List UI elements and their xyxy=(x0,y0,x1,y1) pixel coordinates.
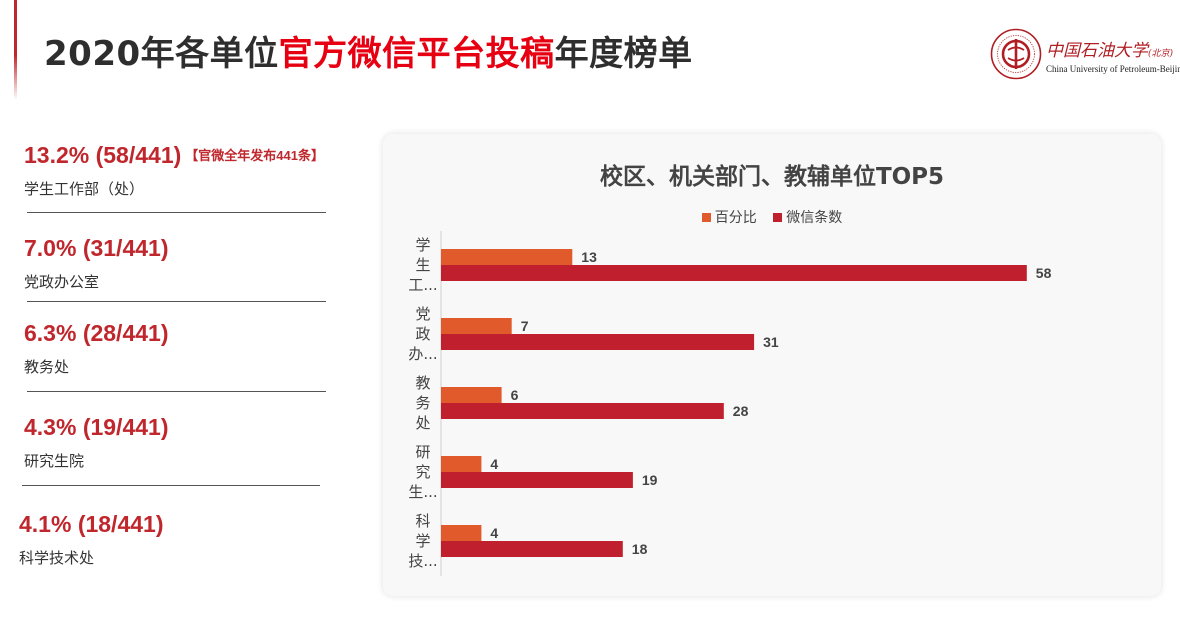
category-label: 务 xyxy=(415,394,430,412)
divider xyxy=(27,301,326,302)
bar-count xyxy=(441,334,755,350)
data-label: 58 xyxy=(1036,265,1052,281)
bar-chart: 1358学生工...731党政办...628教务处419研究生...418科学技… xyxy=(408,231,1052,576)
chart-title: 校区、机关部门、教辅单位TOP5 xyxy=(599,164,945,190)
category-label: 办... xyxy=(408,345,437,363)
stat-item-4: 4.3% (19/441) 研究生院 xyxy=(24,414,168,471)
university-logo: 中国石油大学(北京) China University of Petroleum… xyxy=(990,26,1180,82)
stat-label: 科学技术处 xyxy=(19,549,95,567)
legend-swatch-count xyxy=(773,213,783,222)
stat-item-3: 6.3% (28/441) 教务处 xyxy=(24,320,168,377)
stat-value: 6.3% (28/441) xyxy=(24,320,169,346)
stat-label: 教务处 xyxy=(24,358,70,376)
legend-swatch-percent xyxy=(701,213,711,222)
logo-name-cn: 中国石油大学(北京) xyxy=(1046,36,1173,61)
bar-percent xyxy=(441,387,502,403)
data-label: 28 xyxy=(733,403,749,419)
data-label: 18 xyxy=(632,541,648,557)
legend-label-percent: 百分比 xyxy=(714,210,757,226)
accent-bar xyxy=(14,0,17,100)
chart-card: 校区、机关部门、教辅单位TOP5 百分比 微信条数 13 58 学生工... 7 31 党… xyxy=(383,134,1161,596)
bar-count xyxy=(441,265,1027,281)
divider xyxy=(27,391,326,392)
logo-name-en: China University of Petroleum-Beijing xyxy=(1046,64,1180,74)
stat-value: 4.1% (18/441) xyxy=(19,511,164,537)
legend-item-percent: 百分比 xyxy=(701,207,757,227)
bar-count xyxy=(441,541,623,557)
data-label: 31 xyxy=(763,334,779,350)
stat-label: 党政办公室 xyxy=(24,273,100,291)
stat-note: 【官微全年发布441条】 xyxy=(185,148,324,163)
stat-value: 4.3% (19/441) xyxy=(24,414,169,440)
legend-label-count: 微信条数 xyxy=(786,210,843,226)
bar-percent xyxy=(441,318,512,334)
legend-item-count: 微信条数 xyxy=(773,207,842,227)
bar-percent xyxy=(441,249,573,265)
logo-name-cn-suffix: (北京) xyxy=(1148,49,1174,59)
stat-label: 研究生院 xyxy=(24,452,85,470)
data-label: 7 xyxy=(521,318,529,334)
data-label: 4 xyxy=(490,456,498,472)
stat-value: 13.2% (58/441) 【官微全年发布441条】 xyxy=(24,142,324,169)
stat-value-text: 13.2% (58/441) xyxy=(24,142,182,168)
stat-item-5: 4.1% (18/441) 科学技术处 xyxy=(19,511,163,568)
chart-legend: 百分比 微信条数 xyxy=(383,207,1161,227)
category-label: 生... xyxy=(408,483,437,501)
category-label: 政 xyxy=(415,325,430,343)
category-label: 生 xyxy=(415,256,430,274)
data-label: 13 xyxy=(581,249,597,265)
bar-count xyxy=(441,472,633,488)
category-label: 研 xyxy=(415,443,430,461)
divider xyxy=(22,485,320,486)
stat-item-2: 7.0% (31/441) 党政办公室 xyxy=(24,235,168,292)
bar-percent xyxy=(441,456,482,472)
title-prefix: 2020年各单位 xyxy=(44,34,279,74)
stat-item-1: 13.2% (58/441) 【官微全年发布441条】 学生工作部（处） xyxy=(24,142,324,199)
stat-label: 学生工作部（处） xyxy=(24,180,145,198)
data-label: 6 xyxy=(511,387,519,403)
title-highlight: 官方微信平台投稿 xyxy=(278,34,555,74)
category-label: 党 xyxy=(415,305,430,323)
logo-name-cn-text: 中国石油大学 xyxy=(1046,41,1148,61)
bar-count xyxy=(441,403,724,419)
category-label: 学 xyxy=(415,236,430,254)
data-label: 19 xyxy=(642,472,658,488)
category-label: 技... xyxy=(408,552,437,570)
category-label: 处 xyxy=(415,414,430,432)
university-seal-icon xyxy=(990,28,1042,80)
bar-percent xyxy=(441,525,482,541)
title-suffix: 年度榜单 xyxy=(554,34,693,74)
stat-value: 7.0% (31/441) xyxy=(24,235,169,261)
divider xyxy=(27,212,326,213)
category-label: 工... xyxy=(408,276,437,294)
category-label: 教 xyxy=(415,374,430,392)
category-label: 科 xyxy=(415,512,430,530)
page-title: 2020年各单位官方微信平台投稿年度榜单 xyxy=(44,26,693,75)
category-label: 究 xyxy=(415,463,430,481)
category-label: 学 xyxy=(415,532,430,550)
data-label: 4 xyxy=(490,525,498,541)
